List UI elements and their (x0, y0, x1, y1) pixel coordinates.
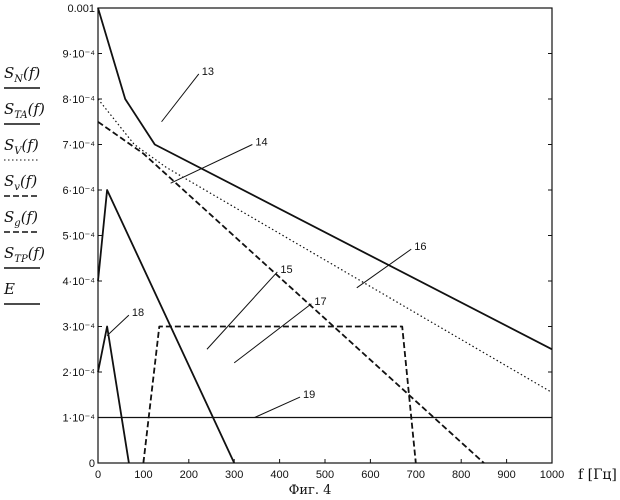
callout-leader-16 (357, 249, 411, 288)
legend-label: Sv(f) (4, 172, 37, 193)
callout-leader-14 (171, 145, 253, 184)
callout-label-19: 19 (303, 389, 315, 401)
y-tick-label: 9·10⁻⁴ (62, 49, 95, 61)
callout-label-16: 16 (414, 241, 426, 253)
legend-item-7: E (3, 280, 40, 304)
legend-label: Sg(f) (4, 208, 38, 229)
legend-item-4: Sv(f) (4, 172, 40, 196)
legend-label: SV(f) (4, 136, 39, 157)
legend-item-5: Sg(f) (4, 208, 40, 232)
y-tick-label: 1·10⁻⁴ (62, 413, 95, 425)
x-tick-label: 800 (452, 469, 470, 481)
y-tick-label: 5·10⁻⁴ (62, 231, 95, 243)
callout-label-18: 18 (132, 307, 144, 319)
legend-item-2: STA(f) (4, 100, 45, 124)
x-tick-label: 0 (95, 469, 101, 481)
x-tick-label: 1000 (540, 469, 564, 481)
callout-leader-18 (107, 315, 129, 335)
x-tick-label: 900 (497, 469, 515, 481)
legend-item-6: STP(f) (4, 244, 45, 268)
x-tick-label: 300 (225, 469, 243, 481)
y-tick-label: 6·10⁻⁴ (62, 185, 95, 197)
callout-label-15: 15 (280, 264, 292, 276)
series-line-2 (98, 99, 552, 393)
x-axis-ticks: 0 100 200 300 400 500 600 700 800 900 1000 (95, 459, 564, 481)
x-tick-label: 400 (270, 469, 288, 481)
y-tick-label: 8·10⁻⁴ (62, 94, 95, 106)
callout-leader-17 (234, 304, 311, 363)
y-tick-label: 7·10⁻⁴ (62, 140, 95, 152)
series-layer (98, 8, 552, 463)
callout-leader-19 (255, 397, 300, 417)
legend-label: STP(f) (4, 244, 45, 265)
callout-label-14: 14 (255, 137, 267, 149)
y-tick-label: 0.001 (67, 3, 95, 15)
plot-frame (98, 8, 552, 463)
legend-label: E (3, 280, 15, 298)
series-line-6 (98, 327, 129, 464)
x-tick-label: 600 (361, 469, 379, 481)
callout-label-17: 17 (314, 296, 326, 308)
legend-item-3: SV(f) (4, 136, 40, 160)
y-tick-label: 4·10⁻⁴ (62, 276, 95, 288)
legend-label: SN(f) (4, 64, 40, 85)
legend-label: STA(f) (4, 100, 45, 121)
callout-leader-13 (162, 74, 199, 122)
legend-item-1: SN(f) (4, 64, 40, 88)
series-line-3 (98, 122, 484, 463)
y-tick-label: 3·10⁻⁴ (62, 322, 95, 334)
figure-caption: Фиг. 4 (289, 483, 332, 498)
y-tick-label: 2·10⁻⁴ (62, 367, 95, 379)
callouts: 13 14 15 16 17 18 19 (107, 66, 426, 418)
series-line-5 (143, 327, 415, 464)
x-tick-label: 500 (316, 469, 334, 481)
x-tick-label: 100 (134, 469, 152, 481)
x-tick-label: 200 (180, 469, 198, 481)
x-tick-label: 700 (407, 469, 425, 481)
x-axis-label: f [Гц] (578, 467, 617, 483)
legend: SN(f) STA(f) SV(f) Sv(f) Sg(f) STP(f) E (3, 64, 45, 304)
callout-label-13: 13 (202, 66, 214, 78)
